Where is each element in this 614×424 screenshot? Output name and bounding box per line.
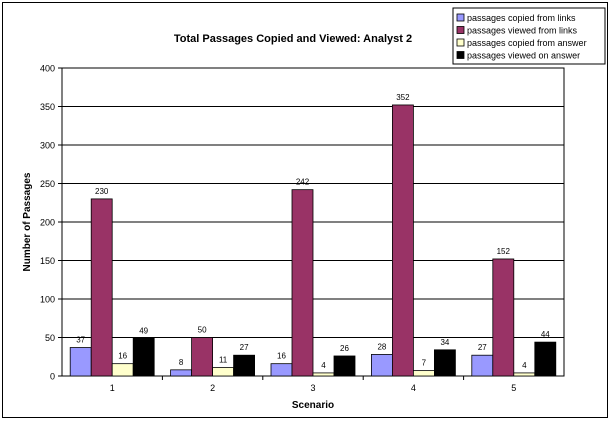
- bar-passages-viewed-on-answer-1: [132, 337, 155, 377]
- bar-passages-viewed-from-links-1: [90, 198, 113, 377]
- data-label: 8: [179, 358, 184, 367]
- bar-passages-viewed-from-links-3: [291, 189, 314, 377]
- bar-passages-viewed-from-links-4: [391, 104, 414, 377]
- x-axis-ticks: 1 2 3 4 5: [110, 376, 516, 393]
- bar-passages-viewed-on-answer-4: [433, 349, 456, 377]
- chart-title: Total Passages Copied and Viewed: Analys…: [174, 33, 412, 45]
- bar-passages-copied-from-answer-4: [412, 370, 435, 377]
- data-label: 11: [219, 356, 228, 365]
- y-tick-label: 250: [40, 179, 55, 189]
- legend-swatch: [456, 38, 465, 47]
- data-label: 242: [296, 178, 310, 187]
- bar-passages-copied-from-answer-1: [111, 363, 134, 377]
- x-tick-label: 5: [511, 383, 516, 393]
- bar-passages-copied-from-links-1: [69, 347, 92, 377]
- gridlines: [62, 67, 564, 338]
- legend-swatch: [456, 51, 465, 59]
- y-tick-label: 300: [40, 141, 55, 151]
- legend-label: passages copied from links: [467, 13, 576, 23]
- bar-passages-copied-from-answer-5: [513, 372, 536, 377]
- bar-passages-viewed-from-links-5: [492, 258, 515, 377]
- legend-label: passages viewed from links: [467, 26, 578, 36]
- x-tick-label: 3: [310, 383, 315, 393]
- y-tick-label: 200: [40, 218, 55, 228]
- data-label: 152: [497, 247, 511, 256]
- legend-swatch: [456, 13, 465, 22]
- bar-passages-viewed-on-answer-2: [233, 354, 256, 377]
- bar-passages-copied-from-answer-3: [312, 372, 335, 377]
- bar-passages-copied-from-links-3: [270, 363, 293, 377]
- data-label: 352: [396, 93, 410, 102]
- data-label: 34: [440, 338, 449, 347]
- legend-swatch: [456, 26, 465, 34]
- legend-label: passages viewed on answer: [467, 51, 580, 61]
- data-label: 4: [321, 361, 326, 370]
- data-label: 44: [541, 330, 550, 339]
- data-label: 28: [377, 342, 386, 351]
- x-tick-label: 4: [411, 383, 416, 393]
- data-label: 230: [95, 187, 109, 196]
- data-label: 4: [522, 361, 527, 370]
- y-tick-label: 150: [40, 256, 55, 266]
- data-label: 37: [76, 336, 85, 345]
- data-label: 49: [139, 326, 148, 335]
- x-tick-label: 2: [210, 383, 215, 393]
- bar-passages-viewed-from-links-2: [191, 337, 214, 377]
- data-label: 27: [240, 343, 249, 352]
- y-axis-title: Number of Passages: [22, 172, 33, 271]
- y-tick-label: 400: [40, 64, 55, 74]
- legend: passages copied from links passages viewe…: [452, 7, 606, 65]
- data-label: 16: [277, 352, 286, 361]
- y-tick-label: 0: [50, 372, 55, 382]
- y-axis-ticks: 0 50 100 150 200 250 300 350 400: [40, 64, 62, 382]
- y-tick-label: 100: [40, 295, 55, 305]
- bar-passages-copied-from-links-4: [370, 354, 393, 377]
- bar-passages-viewed-on-answer-3: [333, 355, 356, 377]
- x-tick-label: 1: [110, 383, 115, 393]
- x-axis-title: Scenario: [292, 400, 334, 411]
- legend-label: passages copied from answer: [467, 38, 587, 48]
- legend-box: [452, 7, 606, 65]
- data-label: 26: [340, 344, 349, 353]
- bar-passages-copied-from-links-2: [170, 369, 193, 377]
- bar-passages-viewed-on-answer-5: [534, 341, 557, 377]
- data-label: 50: [198, 326, 207, 335]
- bar-passages-copied-from-answer-2: [212, 367, 235, 377]
- data-label: 7: [422, 359, 427, 368]
- bar-passages-copied-from-links-5: [471, 354, 494, 377]
- data-label: 16: [118, 352, 127, 361]
- data-label: 27: [478, 343, 487, 352]
- y-tick-label: 50: [45, 333, 55, 343]
- y-tick-label: 350: [40, 102, 55, 112]
